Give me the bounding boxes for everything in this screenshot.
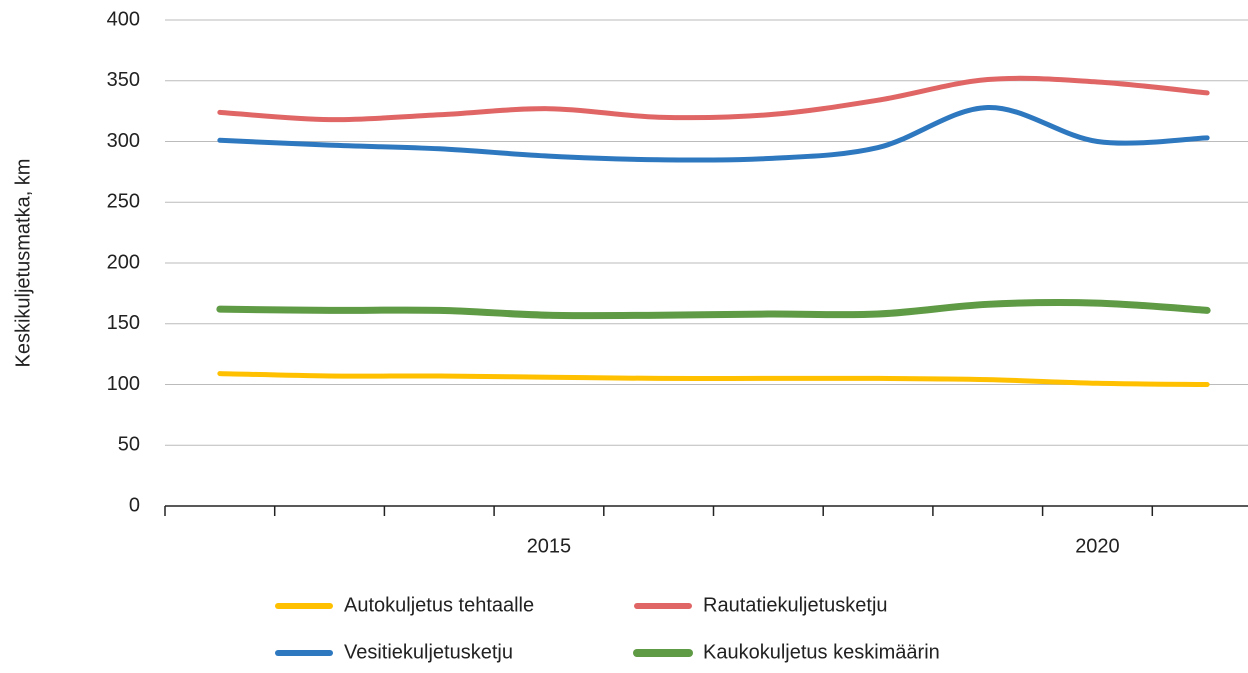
- series-line: [217, 104, 1210, 163]
- x-tick-label: 2015: [527, 535, 572, 557]
- y-tick-label: 0: [129, 494, 140, 516]
- series-line: [216, 299, 1211, 320]
- legend-label: Vesitiekuljetusketju: [344, 641, 513, 663]
- y-tick-label: 250: [107, 191, 140, 213]
- legend-label: Kaukokuljetus keskimäärin: [703, 641, 940, 663]
- y-tick-label: 150: [107, 312, 140, 334]
- y-tick-label: 100: [107, 373, 140, 395]
- y-tick-label: 300: [107, 130, 140, 152]
- x-tick-label: 2020: [1075, 535, 1120, 557]
- legend-label: Autokuljetus tehtaalle: [344, 594, 534, 616]
- y-tick-label: 400: [107, 8, 140, 30]
- y-tick-label: 50: [118, 434, 140, 456]
- series-line: [217, 75, 1210, 123]
- series-line: [217, 371, 1210, 387]
- y-tick-label: 200: [107, 251, 140, 273]
- legend-label: Rautatiekuljetusketju: [703, 594, 888, 616]
- y-tick-label: 350: [107, 69, 140, 91]
- y-axis-label: Keskikuljetusmatka, km: [12, 159, 34, 368]
